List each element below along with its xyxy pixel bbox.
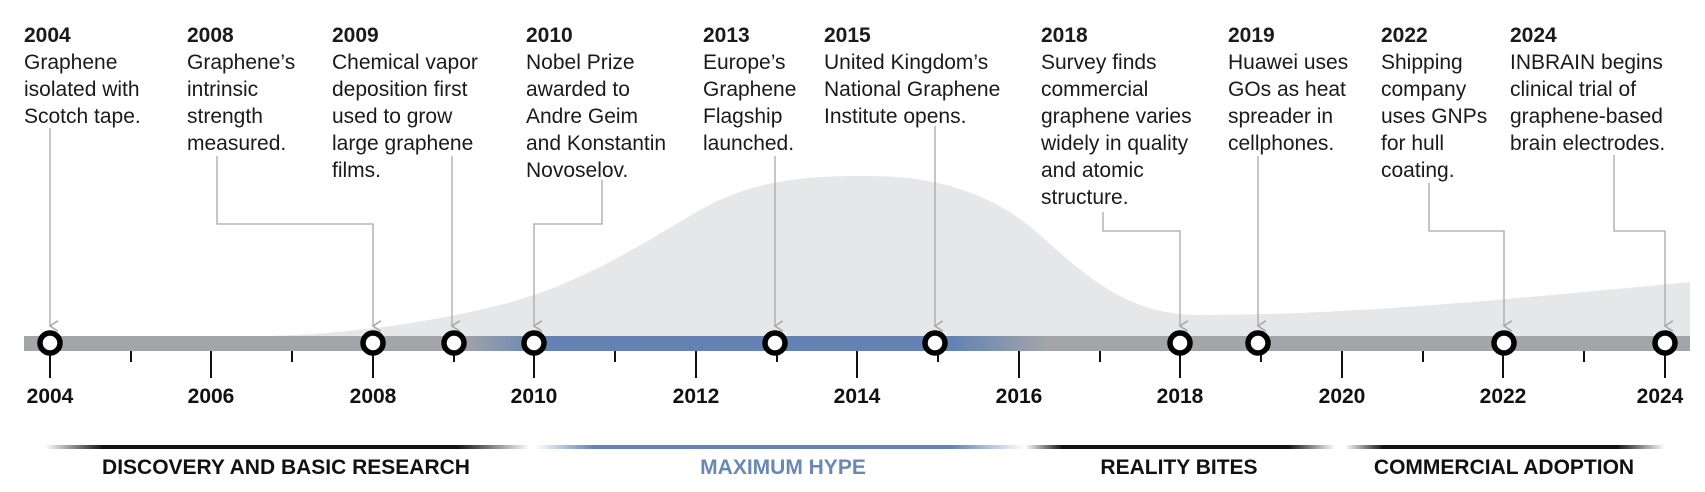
event-2024: 2024 INBRAIN begins clinical trial of gr… [1510,22,1665,157]
phase-line-discovery [45,445,530,449]
axis-ticks [49,351,1666,378]
event-year: 2010 [526,24,573,47]
event-description: Nobel Prize awarded to Andre Geim and Ko… [526,51,667,182]
leader-2018 [1102,212,1180,326]
axis-label: 2016 [995,385,1043,408]
phase-line-reality [1025,445,1335,449]
axis-label: 2010 [510,385,558,408]
marker-2018 [1167,330,1193,356]
event-2009: 2009 Chemical vapor deposition first use… [332,22,478,184]
leader-2022 [1428,183,1504,326]
axis-label: 2018 [1156,385,1204,408]
marker-2008 [360,330,386,356]
leader-2008 [216,156,373,326]
leader-2024 [1613,155,1665,326]
marker-2009 [441,330,467,356]
event-description: Graphene isolated with Scotch tape. [24,51,141,128]
event-description: Survey finds commercial graphene varies … [1041,51,1192,209]
marker-2024 [1652,330,1678,356]
phase-label-discovery: DISCOVERY AND BASIC RESEARCH [102,456,470,479]
axis-label: 2022 [1479,385,1527,408]
axis-label: 2014 [833,385,881,408]
marker-2004 [37,330,63,356]
event-description: Huawei uses GOs as heat spreader in cell… [1228,51,1349,155]
axis-label: 2008 [349,385,397,408]
event-description: United Kingdom’s National Graphene Insti… [824,51,1001,128]
phase-line-hype [535,445,1025,449]
event-description: Europe’s Graphene Flagship launched. [703,51,797,155]
event-year: 2018 [1041,24,1088,47]
axis-label: 2024 [1636,385,1684,408]
event-description: Chemical vapor deposition first used to … [332,51,478,182]
event-year: 2008 [187,24,234,47]
marker-2022 [1491,330,1517,356]
marker-2010 [521,330,547,356]
event-2019: 2019 Huawei uses GOs as heat spreader in… [1228,22,1348,157]
hype-curve [270,176,1690,336]
axis-label: 2006 [187,385,235,408]
event-year: 2004 [24,24,71,47]
axis-label: 2012 [672,385,720,408]
event-2018: 2018 Survey finds commercial graphene va… [1041,22,1192,211]
phase-line-commercial [1345,445,1665,449]
timeline-bar [24,336,1690,351]
event-2022: 2022 Shipping company uses GNPs for hull… [1381,22,1487,184]
leader-lines [50,126,1665,326]
event-year: 2019 [1228,24,1275,47]
marker-2013 [762,330,788,356]
event-2008: 2008 Graphene’s intrinsic strength measu… [187,22,295,157]
axis-label: 2004 [26,385,74,408]
phase-label-commercial: COMMERCIAL ADOPTION [1373,456,1635,479]
event-description: INBRAIN begins clinical trial of graphen… [1510,51,1666,155]
axis-label: 2020 [1318,385,1366,408]
event-year: 2024 [1510,24,1557,47]
marker-2019 [1245,330,1271,356]
event-year: 2009 [332,24,379,47]
event-2015: 2015 United Kingdom’s National Graphene … [824,22,1000,130]
phase-label-reality: REALITY BITES [1100,456,1258,479]
event-year: 2013 [703,24,750,47]
event-description: Shipping company uses GNPs for hull coat… [1381,51,1488,182]
event-2010: 2010 Nobel Prize awarded to Andre Geim a… [526,22,666,184]
event-year: 2015 [824,24,871,47]
event-description: Graphene’s intrinsic strength measured. [187,51,296,155]
event-2013: 2013 Europe’s Graphene Flagship launched… [703,22,796,157]
marker-2015 [922,330,948,356]
event-2004: 2004 Graphene isolated with Scotch tape. [24,22,141,130]
event-markers [37,330,1678,356]
leader-2010 [534,180,603,326]
event-year: 2022 [1381,24,1428,47]
phase-label-hype: MAXIMUM HYPE [700,456,866,479]
